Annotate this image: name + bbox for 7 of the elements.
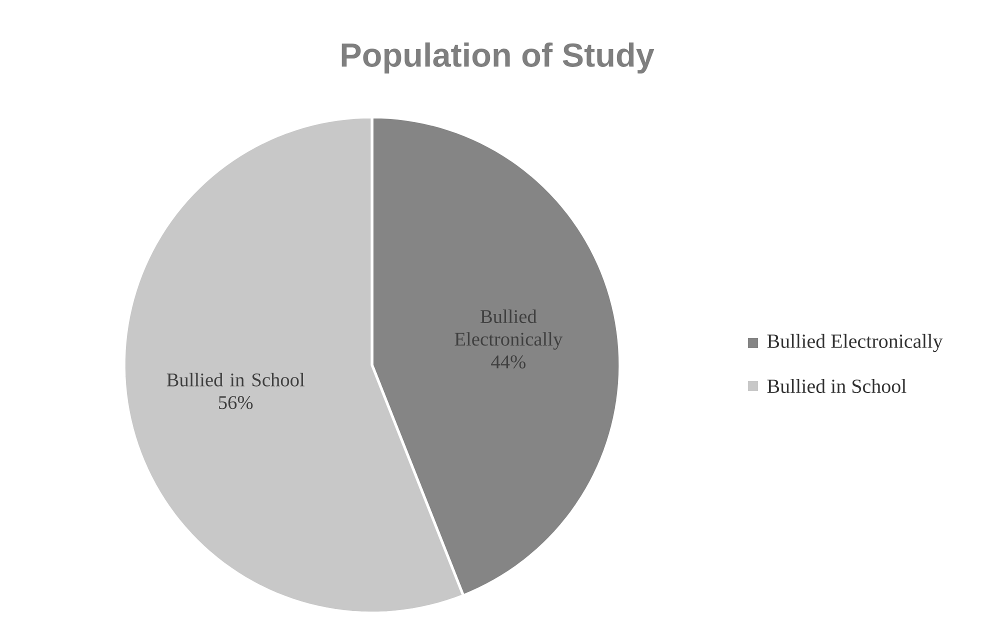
legend-label: Bullied in School xyxy=(767,378,906,394)
slice-label: Bullied Electronically xyxy=(454,309,563,350)
legend-label: Bullied Electronically xyxy=(767,334,943,352)
data-label: 56% xyxy=(219,396,253,410)
chart-title: Population of Study xyxy=(342,42,654,74)
data-label: 44% xyxy=(491,355,526,368)
slice-label: Bullied in School xyxy=(166,372,304,386)
